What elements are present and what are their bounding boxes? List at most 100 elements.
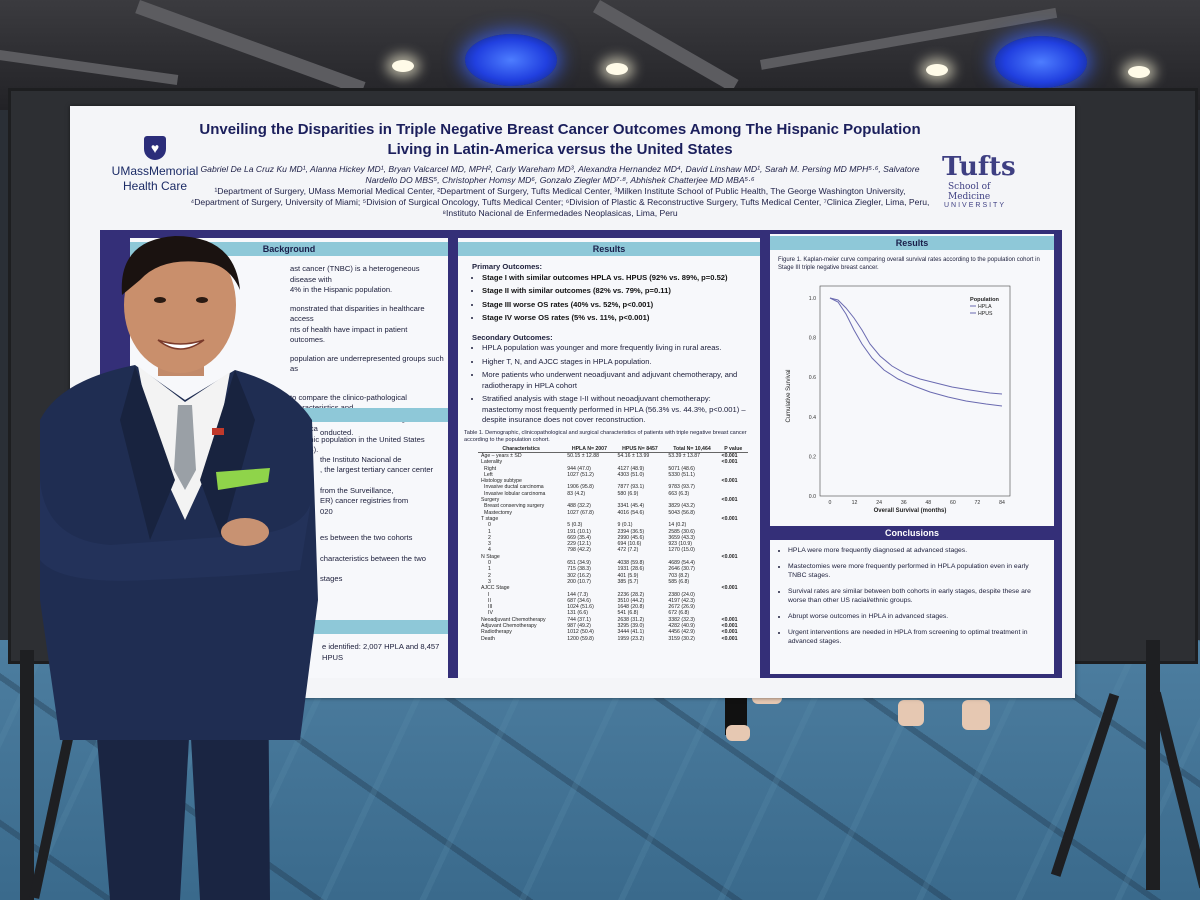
table-cell: 5071 (48.6): [668, 465, 695, 472]
table-cell: 4016 (54.6): [617, 509, 645, 516]
km-y-tick-label: 0.6: [809, 375, 816, 381]
conclusions-heading: Conclusions: [770, 526, 1054, 540]
table-cell: <0.001: [721, 453, 738, 459]
table-cell: 1012 (50.4): [567, 629, 594, 636]
table-cell: 987 (49.2): [567, 623, 591, 630]
table-cell: 2990 (45.6): [617, 534, 645, 541]
table-cell: 53.39 ± 13.87: [668, 453, 701, 459]
visitor-shoe: [898, 700, 924, 726]
table-row: IV 131 (6.6) 541 (6.8) 672 (6.8): [478, 610, 748, 616]
table-cell: 2: [488, 572, 491, 579]
table-row: 2 302 (16.2) 401 (5.9) 703 (8.2): [478, 573, 748, 579]
results-left-text: e identified: 2,007 HPLA and 8,457 HPUS: [322, 642, 440, 662]
table-cell: 4: [488, 547, 491, 554]
table-cell: 2672 (26.9): [668, 604, 695, 611]
table-cell: 2380 (24.0): [668, 591, 695, 598]
primary-outcome: Stage III worse OS rates (40% vs. 52%, p…: [482, 299, 654, 309]
methods-line: ER) cancer registries from: [320, 496, 409, 505]
background-line: population are underrepresented groups s…: [290, 353, 444, 374]
table-row: 0 5 (0.3) 9 (0.1) 14 (0.2): [478, 522, 748, 528]
table-row: Death 1200 (59.8) 1959 (23.2) 3159 (30.2) <0…: [478, 636, 748, 642]
primary-outcome: Stage IV worse OS rates (5% vs. 11%, p<0…: [482, 313, 650, 322]
table-header-cell: HPLA N= 2007: [564, 446, 615, 453]
methods-line: from the Surveillance,: [320, 485, 394, 495]
table-row: AJCC Stage <0.001: [478, 585, 748, 591]
results-mid-heading: Results: [458, 242, 760, 256]
table-header-cell: Total N= 10,464: [665, 446, 719, 453]
presenter-hand: [221, 518, 269, 546]
table-cell: Neoadjuvant Chemotherapy: [481, 616, 546, 623]
table-cell: 1200 (59.8): [567, 635, 594, 642]
table-cell: 4689 (54.4): [668, 560, 695, 567]
secondary-outcomes-list: HPLA population was younger and more fre…: [472, 343, 752, 426]
km-y-tick-label: 0.0: [809, 494, 816, 500]
presenter-eye: [196, 297, 208, 303]
conclusion-item: HPLA were more frequently diagnosed at a…: [788, 546, 1046, 555]
table-cell: 0: [488, 560, 491, 567]
table-cell: 1027 (51.2): [567, 471, 594, 478]
table-cell: 3444 (41.1): [617, 629, 645, 636]
poster-affiliations: ¹Department of Surgery, UMass Memorial M…: [190, 186, 930, 218]
table-cell: III: [488, 604, 493, 611]
table-row: Neoadjuvant Chemotherapy 744 (37.1) 2638 (…: [478, 617, 748, 623]
table-cell: 14 (0.2): [668, 522, 687, 529]
table-cell: 703 (8.2): [668, 572, 690, 579]
table-row: N Stage <0.001: [478, 554, 748, 560]
table-cell: 5 (0.3): [567, 522, 583, 529]
table-cell: 1027 (67.8): [567, 509, 594, 516]
tufts-logo-university: UNIVERSITY: [944, 202, 1007, 209]
table-row: III 1024 (51.6) 1648 (20.8) 2672 (26.9): [478, 604, 748, 610]
table-cell: 2: [488, 534, 491, 541]
presenter-lapel-left: [120, 366, 175, 540]
secondary-outcome: Stratified analysis with stage I-II with…: [482, 394, 752, 426]
km-curve-hpla: [829, 297, 1003, 395]
table-cell: 0: [488, 522, 491, 529]
table-cell: 672 (6.8): [668, 610, 690, 617]
table-header-cell: Characteristics: [478, 446, 565, 453]
primary-outcomes-list: Stage I with similar outcomes HPLA vs. H…: [472, 273, 752, 324]
table-cell: 4127 (48.9): [617, 465, 645, 472]
table-cell: 401 (5.9): [617, 572, 639, 579]
km-x-ticks: 0 12 24 36 48 60 72 84: [829, 500, 1005, 506]
table-row: 4 798 (42.2) 472 (7.2) 1270 (15.0): [478, 547, 748, 553]
table-row: 3 200 (10.7) 385 (5.7) 585 (6.8): [478, 579, 748, 585]
umass-logo-line2: Health Care: [122, 179, 188, 193]
background-line: ast cancer (TNBC) is a heterogeneous dis…: [290, 264, 420, 284]
table-cell: <0.001: [721, 623, 738, 630]
table-cell: 4038 (59.8): [617, 560, 645, 567]
ceiling-light: [606, 63, 628, 75]
table-cell: <0.001: [721, 478, 738, 485]
km-legend-hpla: HPLA: [978, 304, 992, 310]
table-cell: 3: [488, 541, 491, 548]
table-row: Breast conserving surgery 488 (32.2) 3341 …: [478, 503, 748, 509]
conclusion-item: Survival rates are similar between both …: [788, 587, 1046, 605]
table-cell: Age – years ± SD: [481, 453, 522, 459]
km-ylabel: Cumulative Survival: [786, 369, 792, 422]
table-cell: Breast conserving surgery: [484, 503, 545, 510]
table-cell: 1931 (28.6): [617, 566, 645, 573]
presenter-lapel-right: [200, 370, 255, 540]
table-cell: N Stage: [481, 553, 500, 560]
presenter-tie: [174, 405, 196, 490]
table-row: Left 1027 (51.2) 4303 (51.0) 5330 (51.1): [478, 472, 748, 478]
table-cell: Surgery: [481, 497, 500, 504]
secondary-outcome: Higher T, N, and AJCC stages in HPLA pop…: [482, 357, 752, 368]
middle-column: Results Primary Outcomes: Stage I with s…: [458, 238, 760, 678]
table-row: T stage <0.001: [478, 516, 748, 522]
table-cell: Invasive lobular carcinoma: [484, 490, 546, 497]
km-curve-hpus: [829, 297, 1003, 407]
table-cell: 4282 (40.9): [668, 623, 695, 630]
presenter-hair: [121, 236, 240, 295]
table-cell: Laterality: [481, 459, 503, 466]
km-y-ticks: 1.0 0.8 0.6 0.4 0.2 0.0: [809, 296, 816, 500]
table-cell: IV: [488, 610, 493, 617]
ceiling-light: [392, 60, 414, 72]
table-cell: 4197 (42.3): [668, 597, 695, 604]
conclusion-item: Urgent interventions are needed in HPLA …: [788, 628, 1046, 646]
table-cell: 3382 (32.3): [668, 616, 695, 623]
presenter-smile: [157, 339, 205, 350]
table-cell: 488 (32.2): [567, 503, 591, 510]
table-cell: 1648 (20.8): [617, 604, 645, 611]
table-cell: 3510 (44.2): [617, 597, 645, 604]
visitor-shoe: [726, 725, 750, 741]
